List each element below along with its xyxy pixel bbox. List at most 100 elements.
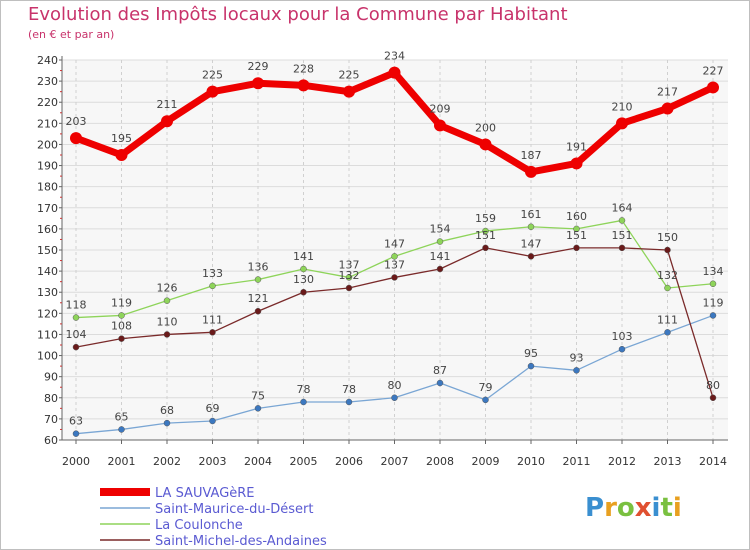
data-label: 225 [339, 69, 360, 82]
data-label: 227 [703, 64, 724, 77]
data-point [482, 396, 489, 404]
data-label: 159 [475, 212, 496, 225]
data-point [527, 362, 535, 370]
data-point [300, 288, 307, 296]
data-point [664, 284, 671, 292]
y-tick-label: 180 [37, 181, 58, 194]
data-label: 133 [202, 267, 223, 280]
chart-subtitle: (en € et par an) [28, 28, 115, 41]
y-tick-label: 70 [44, 413, 58, 426]
data-point [661, 102, 674, 115]
data-label: 108 [111, 320, 132, 333]
x-tick-label: 2008 [426, 455, 454, 468]
data-label: 75 [251, 389, 265, 402]
legend-label: LA SAUVAGèRE [155, 486, 255, 501]
data-label: 151 [612, 229, 633, 242]
data-label: 110 [157, 315, 178, 328]
data-label: 217 [657, 86, 678, 99]
data-label: 87 [433, 364, 447, 377]
data-point [570, 157, 583, 170]
y-tick-label: 200 [37, 138, 58, 151]
data-label: 136 [248, 261, 269, 274]
data-point [115, 149, 128, 161]
data-point [345, 284, 353, 292]
y-tick-label: 160 [37, 223, 58, 236]
data-point [345, 274, 353, 281]
data-label: 150 [657, 231, 678, 244]
data-point [709, 394, 717, 402]
data-label: 130 [293, 273, 314, 286]
data-label: 79 [479, 381, 493, 394]
data-label: 228 [293, 62, 314, 75]
data-point [345, 398, 353, 406]
data-label: 137 [339, 258, 360, 271]
data-label: 147 [384, 237, 405, 250]
data-point [436, 379, 444, 387]
data-point [616, 117, 628, 130]
data-point [618, 244, 626, 252]
data-label: 63 [69, 415, 83, 428]
data-label: 132 [339, 269, 360, 282]
y-tick-label: 90 [44, 371, 58, 384]
data-label: 141 [293, 250, 314, 263]
data-label: 191 [566, 140, 587, 153]
data-label: 118 [66, 299, 87, 312]
data-point [664, 329, 671, 336]
data-point [72, 314, 80, 321]
x-tick-label: 2011 [563, 455, 591, 468]
data-label: 164 [612, 201, 633, 214]
y-tick-label: 60 [44, 434, 58, 447]
data-point [525, 165, 537, 178]
data-label: 65 [115, 410, 129, 423]
data-label: 111 [202, 313, 223, 326]
data-point [391, 394, 398, 402]
data-point [573, 225, 580, 233]
data-label: 234 [384, 50, 405, 63]
y-tick-label: 140 [37, 265, 58, 278]
x-tick-label: 2009 [472, 455, 500, 468]
y-tick-label: 150 [37, 244, 58, 257]
data-label: 78 [342, 383, 356, 396]
data-label: 119 [703, 296, 724, 309]
data-label: 69 [206, 402, 220, 415]
data-label: 137 [384, 258, 405, 271]
data-point [300, 265, 307, 273]
x-tick-label: 2013 [654, 455, 682, 468]
data-label: 211 [157, 98, 178, 111]
data-point [618, 217, 626, 224]
data-point [388, 66, 401, 79]
x-tick-label: 2007 [381, 455, 409, 468]
data-label: 78 [297, 383, 311, 396]
data-label: 154 [430, 223, 451, 236]
chart-title: Evolution des Impôts locaux pour la Comm… [28, 4, 568, 25]
y-tick-label: 230 [37, 75, 58, 88]
data-point [479, 138, 492, 151]
data-point [118, 335, 125, 342]
y-tick-label: 100 [37, 350, 58, 363]
data-label: 68 [160, 404, 174, 417]
data-label: 126 [157, 282, 178, 295]
data-label: 225 [202, 69, 223, 82]
data-label: 151 [566, 229, 587, 242]
data-label: 80 [388, 379, 402, 392]
data-label: 147 [521, 237, 542, 250]
data-label: 161 [521, 208, 542, 221]
data-point [254, 307, 262, 315]
data-point [709, 312, 717, 319]
data-label: 210 [612, 100, 633, 113]
y-tick-label: 170 [37, 202, 58, 215]
data-label: 195 [111, 132, 132, 145]
data-label: 80 [706, 379, 720, 392]
x-tick-label: 2012 [608, 455, 636, 468]
data-point [209, 417, 216, 425]
data-point [343, 85, 355, 98]
x-tick-label: 2000 [62, 455, 90, 468]
data-point [163, 419, 171, 427]
brand-logo: Proxiti [585, 493, 682, 523]
data-point [391, 274, 398, 281]
data-point [163, 331, 171, 338]
x-tick-label: 2002 [153, 455, 181, 468]
data-label: 134 [703, 265, 724, 278]
data-label: 141 [430, 250, 451, 263]
